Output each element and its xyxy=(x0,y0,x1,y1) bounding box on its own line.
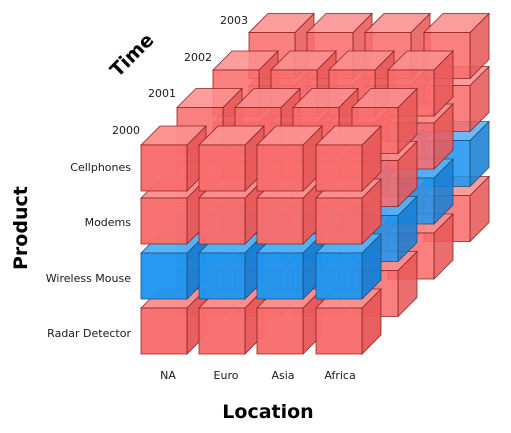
time-label-2000: 2000 xyxy=(112,124,140,137)
cell-front-face xyxy=(198,197,246,245)
time-label-2003: 2003 xyxy=(220,14,248,27)
cell-front-face xyxy=(140,307,188,355)
time-label-2002: 2002 xyxy=(184,51,212,64)
cube-cells xyxy=(140,12,490,355)
cell-front-face xyxy=(256,197,304,245)
cell-front-face xyxy=(198,252,246,300)
cell-front-face xyxy=(140,197,188,245)
cube-cell xyxy=(198,125,265,192)
location-label-euro: Euro xyxy=(214,369,239,382)
location-label-na: NA xyxy=(160,369,176,382)
cell-front-face xyxy=(256,144,304,192)
cell-front-face xyxy=(256,307,304,355)
cell-front-face xyxy=(315,307,363,355)
cell-front-face xyxy=(140,144,188,192)
location-label-africa: Africa xyxy=(324,369,355,382)
axis-title-time: Time xyxy=(106,29,158,81)
cube-cell xyxy=(351,87,418,155)
cube-cell xyxy=(315,125,382,192)
cube-cell xyxy=(256,125,323,192)
location-label-asia: Asia xyxy=(271,369,294,382)
cell-front-face xyxy=(198,144,246,192)
cell-front-face xyxy=(315,197,363,245)
product-label-cellphones: Cellphones xyxy=(70,161,131,174)
product-label-modems: Modems xyxy=(85,216,132,229)
time-label-2001: 2001 xyxy=(148,87,176,100)
product-label-wireless-mouse: Wireless Mouse xyxy=(46,272,131,285)
product-label-radar-detector: Radar Detector xyxy=(47,327,131,340)
cell-front-face xyxy=(315,252,363,300)
axis-title-location: Location xyxy=(222,401,313,423)
cell-front-face xyxy=(256,252,304,300)
cell-front-face xyxy=(140,252,188,300)
cell-front-face xyxy=(315,144,363,192)
cell-front-face xyxy=(198,307,246,355)
cube-cell xyxy=(140,125,207,192)
axis-title-product: Product xyxy=(10,186,32,270)
